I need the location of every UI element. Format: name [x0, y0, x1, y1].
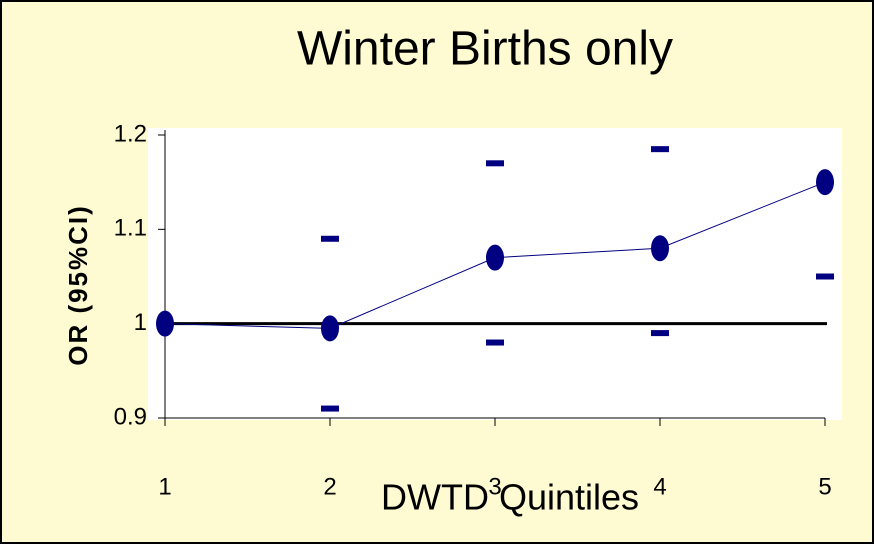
y-tick-label: 1.2 [114, 120, 147, 147]
y-axis-label: OR (95%CI) [63, 204, 93, 366]
marker [651, 235, 669, 262]
y-tick-label: 0.9 [114, 403, 147, 430]
x-axis-label: DWTD Quintiles [381, 477, 639, 518]
ci-upper [651, 146, 669, 153]
chart-title: Winter Births only [297, 23, 673, 76]
x-tick-label: 2 [323, 473, 336, 500]
x-tick-label: 5 [818, 473, 831, 500]
marker [321, 315, 339, 342]
plot-area [148, 128, 842, 420]
x-tick-label: 3 [488, 473, 501, 500]
x-tick-label: 1 [158, 473, 171, 500]
marker [156, 310, 174, 337]
ci-lower [816, 273, 834, 280]
ci-upper [321, 235, 339, 242]
ci-lower [651, 330, 669, 337]
marker [816, 169, 834, 196]
marker [486, 244, 504, 271]
y-tick-label: 1 [134, 309, 147, 336]
x-tick-label: 4 [653, 473, 666, 500]
ci-upper [486, 160, 504, 167]
ci-lower [486, 339, 504, 346]
ci-lower [321, 405, 339, 412]
y-tick-label: 1.1 [114, 215, 147, 242]
